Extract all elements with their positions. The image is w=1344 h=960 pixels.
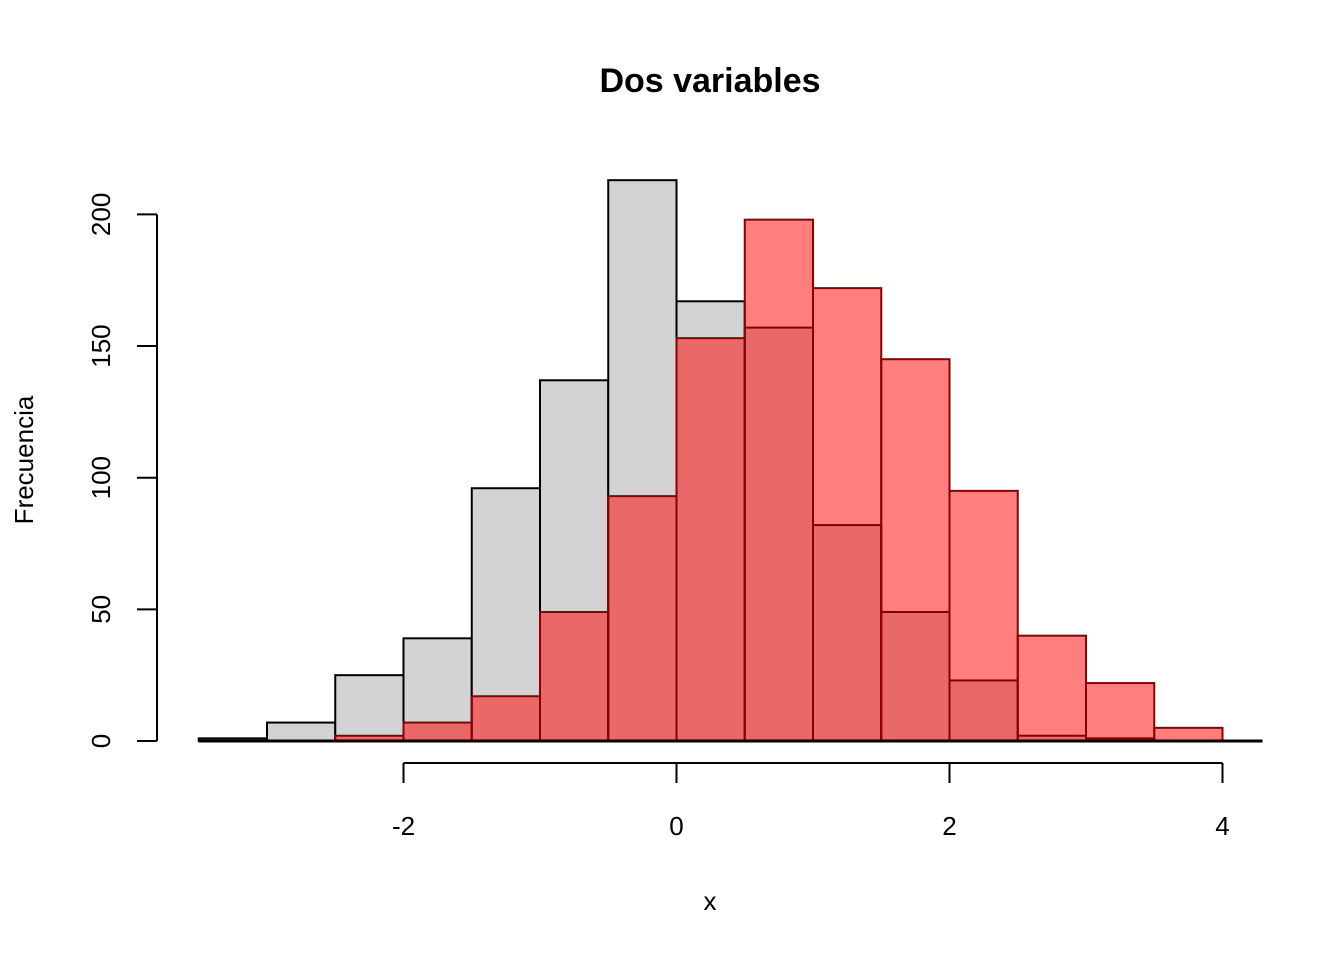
y-tick-label: 50 [86, 595, 116, 624]
histogram-bar [402, 721, 473, 742]
y-tick-label: 100 [86, 456, 116, 499]
histogram-bar [1085, 682, 1156, 742]
y-tick-label: 200 [86, 193, 116, 236]
histogram-bar [334, 674, 405, 742]
histogram-bar [743, 218, 814, 742]
x-tick-label: 2 [942, 811, 956, 841]
y-axis: 0 50 100 150 200 [86, 193, 158, 748]
bars-layer [197, 179, 1224, 743]
y-axis-label: Frecuencia [9, 395, 39, 524]
histogram-bar [880, 358, 951, 742]
histogram-bar [1016, 634, 1087, 742]
histogram-bar [812, 287, 883, 742]
x-tick-label: 0 [669, 811, 683, 841]
histogram-bar [607, 495, 678, 743]
histogram-bar [470, 695, 541, 743]
histogram-bar [539, 610, 610, 742]
x-tick-label: -2 [392, 811, 415, 841]
chart-title: Dos variables [599, 62, 820, 100]
y-tick-label: 150 [86, 324, 116, 367]
series-2 [334, 218, 1224, 743]
x-axis-label: x [704, 886, 717, 916]
y-tick-label: 0 [86, 734, 116, 748]
histogram-bar [948, 489, 1019, 742]
histogram-bar [675, 337, 746, 742]
histogram-bar [1153, 726, 1224, 743]
x-tick-label: 4 [1215, 811, 1229, 841]
x-axis: -2 0 2 4 [392, 762, 1230, 841]
histogram-bar [266, 721, 337, 742]
